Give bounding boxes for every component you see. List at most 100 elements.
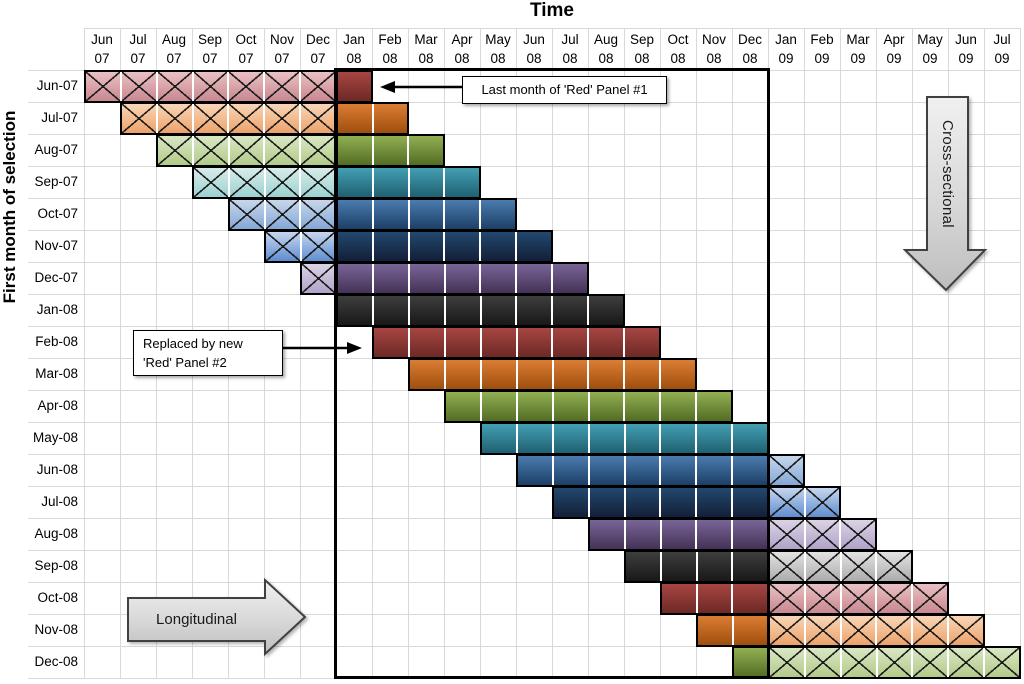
panel-cell-hatched — [194, 168, 228, 197]
panel-cell-solid — [515, 232, 551, 261]
column-header: Jun 08 — [523, 32, 545, 66]
panel-cell-hatched — [770, 584, 804, 613]
row-label: May-08 — [32, 430, 78, 445]
row-label: Jun-07 — [36, 78, 78, 93]
panel-cell-hatched — [803, 488, 839, 517]
panel-cell-solid — [551, 360, 588, 389]
column-header: Jun 09 — [955, 32, 977, 66]
panel-cell-solid — [338, 168, 372, 197]
panel-cell-solid — [443, 328, 480, 357]
panel-cell-solid — [515, 264, 552, 293]
panel-cell-solid — [695, 552, 732, 581]
gridline — [28, 646, 1020, 647]
panel-run-solid — [336, 134, 445, 167]
panel-cell-solid — [659, 456, 696, 485]
panel-cell-solid — [659, 392, 696, 421]
panel-cell-hatched — [770, 520, 804, 549]
column-header: Feb 08 — [378, 32, 402, 66]
panel-cell-hatched — [839, 648, 876, 677]
panel-cell-hatched — [875, 616, 912, 645]
gridline — [1020, 28, 1021, 678]
panel-run-solid — [372, 326, 661, 359]
column-header: Dec 08 — [737, 32, 762, 66]
panel-cell-hatched — [947, 616, 983, 645]
panel-cell-hatched — [770, 552, 804, 581]
gridline — [300, 28, 301, 678]
panel-cell-solid — [623, 456, 660, 485]
panel-cell-solid — [479, 200, 515, 229]
panel-cell-hatched — [266, 232, 300, 261]
row-label: Dec-07 — [34, 270, 78, 285]
panel-cell-solid — [695, 584, 732, 613]
panel-cell-hatched — [299, 136, 335, 165]
column-header: Jul 07 — [129, 32, 147, 66]
panel-cell-solid — [371, 232, 408, 261]
column-header: Jun 07 — [91, 32, 113, 66]
panel-cell-solid — [551, 296, 588, 325]
panel-cell-hatched — [770, 648, 804, 677]
gridline — [84, 28, 85, 678]
panel-cell-solid — [515, 360, 552, 389]
panel-cell-solid — [626, 552, 660, 581]
panel-cell-solid — [371, 296, 408, 325]
panel-cell-solid — [623, 360, 660, 389]
row-label: Oct-08 — [37, 590, 78, 605]
panel-cell-solid — [410, 360, 444, 389]
column-header: Sep 07 — [197, 32, 223, 66]
panel-cell-solid — [623, 488, 660, 517]
column-header: Apr 09 — [883, 32, 905, 66]
panel-cell-solid — [338, 104, 372, 133]
panel-cell-solid — [482, 424, 516, 453]
panel-run-hatched — [768, 486, 841, 519]
panel-cell-solid — [371, 264, 408, 293]
row-label: Sep-08 — [34, 558, 78, 573]
panel-cell-solid — [407, 200, 444, 229]
panel-cell-solid — [587, 296, 623, 325]
gridline — [28, 134, 1020, 135]
panel-cell-hatched — [263, 104, 300, 133]
panel-cell-solid — [551, 264, 588, 293]
panel-cell-hatched — [839, 616, 876, 645]
panel-run-solid — [516, 454, 769, 487]
panel-cell-solid — [590, 520, 624, 549]
panel-cell-hatched — [299, 104, 335, 133]
column-header: Mar 09 — [846, 32, 870, 66]
panel-cell-hatched — [770, 488, 804, 517]
panel-run-hatched — [768, 646, 1021, 679]
annotation-line-2: 'Red' Panel #2 — [143, 355, 227, 370]
column-header: Nov 08 — [701, 32, 726, 66]
x-axis-title: Time — [529, 0, 574, 21]
column-header: Aug 07 — [161, 32, 187, 66]
column-header: May 09 — [917, 32, 943, 66]
panel-cell-solid — [443, 232, 480, 261]
row-label: Nov-08 — [34, 622, 78, 637]
panel-cell-solid — [479, 392, 516, 421]
panel-cell-solid — [623, 392, 660, 421]
column-header: Feb 09 — [810, 32, 834, 66]
panel-cell-solid — [554, 488, 588, 517]
panel-run-hatched — [768, 614, 985, 647]
column-header: Oct 08 — [667, 32, 689, 66]
panel-cell-solid — [551, 424, 588, 453]
panel-run-hatched — [120, 102, 337, 135]
panel-cell-solid — [479, 296, 516, 325]
panel-run-solid — [336, 166, 481, 199]
panel-cell-solid — [407, 168, 444, 197]
panel-cell-hatched — [947, 648, 984, 677]
panel-cell-hatched — [803, 584, 840, 613]
panel-cell-hatched — [803, 648, 840, 677]
panel-run-solid — [588, 518, 769, 551]
row-label: Oct-07 — [37, 206, 78, 221]
longitudinal-label: Longitudinal — [156, 611, 237, 628]
panel-run-hatched — [768, 454, 805, 487]
panel-cell-hatched — [911, 616, 948, 645]
panel-cell-solid — [338, 136, 372, 165]
panel-cell-solid — [371, 104, 407, 133]
panel-run-solid — [408, 358, 697, 391]
row-label: Jan-08 — [36, 302, 78, 317]
column-header: Oct 07 — [235, 32, 257, 66]
panel-cell-solid — [731, 616, 767, 645]
panel-cell-solid — [734, 648, 767, 677]
panel-cell-solid — [479, 264, 516, 293]
